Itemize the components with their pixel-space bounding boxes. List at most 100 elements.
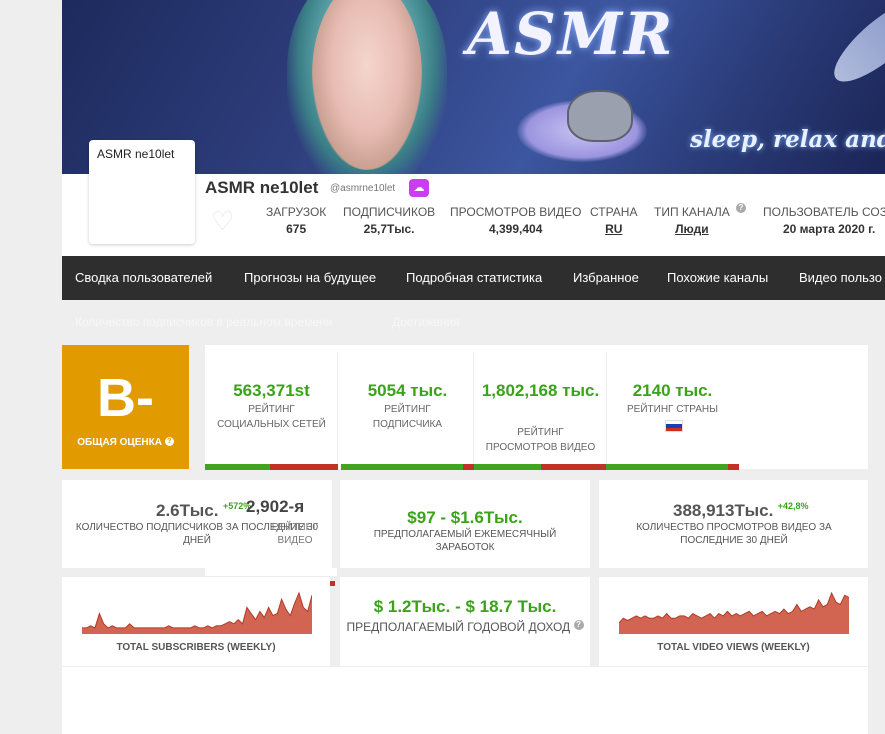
chart-series-line: [619, 591, 849, 624]
stat-value: 4,399,404: [489, 222, 543, 236]
rank-bar-fill: [474, 464, 541, 470]
views-weekly-chart-card: TOTAL VIDEO VIEWS (WEEKLY): [599, 577, 868, 666]
help-icon[interactable]: ?: [573, 620, 584, 630]
nav-detailed-stats[interactable]: Подробная статистика: [406, 270, 543, 285]
subs-weekly-chart-card: TOTAL SUBSCRIBERS (WEEKLY): [62, 577, 330, 666]
subnav-achievements[interactable]: Достижения: [392, 315, 460, 329]
yearly-earnings-label-row: ПРЕДПОЛАГАЕМЫЙ ГОДОВОЙ ДОХОД ?: [340, 620, 590, 634]
monthly-earnings-card: $97 - $1.6Тыс. ПРЕДПОЛАГАЕМЫЙ ЕЖЕМЕСЯЧНЫ…: [340, 480, 590, 568]
views-30-value: 388,913Тыс.: [673, 501, 774, 520]
nav-favorites[interactable]: Избранное: [573, 270, 639, 285]
stat-country: СТРАНА RU: [590, 205, 637, 236]
subs-30-card: 2.6Тыс. +572% КОЛИЧЕСТВО ПОДПИСЧИКОВ ЗА …: [62, 480, 332, 568]
stat-uploads: ЗАГРУЗОК 675: [266, 205, 326, 236]
banner-tagline-art: sleep, relax and t: [690, 126, 885, 153]
rank-bar: [474, 464, 607, 470]
yearly-earnings-value: $ 1.2Тыс. - $ 18.7 Тыс.: [373, 597, 557, 616]
rank-bar: [606, 464, 739, 470]
stat-label: ЗАГРУЗОК: [266, 205, 327, 219]
chart-area: [619, 593, 849, 634]
rank-country: 2140 тыс. РЕЙТИНГ СТРАНЫ: [606, 352, 739, 470]
chart-title: TOTAL VIDEO VIEWS (WEEKLY): [657, 642, 810, 653]
profile-bar: [62, 174, 885, 256]
stat-subscribers: ПОДПИСЧИКОВ 25,7Тыс.: [343, 205, 435, 236]
channel-banner: ASMR sleep, relax and t: [62, 0, 885, 174]
rank-social: 563,371st РЕЙТИНГ СОЦИАЛЬНЫХ СЕТЕЙ: [205, 352, 338, 470]
stat-label: ПОЛЬЗОВАТЕЛЬ СОЗД: [763, 205, 885, 219]
stat-channel-type: ТИП КАНАЛА Люди: [654, 205, 730, 236]
nav-user-videos[interactable]: Видео пользо: [799, 270, 882, 285]
cloud-upload-icon[interactable]: ☁: [409, 179, 429, 197]
main-nav: [62, 256, 885, 300]
rank-value: 563,371st: [233, 381, 310, 400]
heart-icon[interactable]: ♡: [211, 206, 235, 236]
subs-30-value-row: 2.6Тыс. +572%: [156, 501, 251, 521]
grade-label-row: ОБЩАЯ ОЦЕНКА ?: [62, 437, 189, 448]
grade-label: ОБЩАЯ ОЦЕНКА: [77, 437, 162, 448]
views-30-label: КОЛИЧЕСТВО ПРОСМОТРОВ ВИДЕО ЗА ПОСЛЕДНИЕ…: [636, 522, 832, 546]
monthly-earnings-value: $97 - $1.6Тыс.: [407, 508, 523, 527]
stat-label: ПОДПИСЧИКОВ: [343, 205, 436, 219]
avatar: ASMR ne10let: [89, 140, 195, 244]
help-icon[interactable]: ?: [736, 203, 746, 213]
subs-30-delta: +572%: [222, 501, 252, 511]
stat-value: 20 марта 2020 г.: [783, 222, 876, 236]
rank-video-views: 1,802,168 тыс. РЕЙТИНГ ПРОСМОТРОВ ВИДЕО: [474, 352, 607, 470]
subs-30-label: КОЛИЧЕСТВО ПОДПИСЧИКОВ ЗА ПОСЛЕДНИЕ 30 Д…: [75, 522, 319, 546]
video-rank-label: РЕЙТИНГ ВИДЕО: [271, 522, 319, 546]
banner-cat-art: [567, 90, 633, 142]
banner-feather-art: [823, 0, 885, 94]
grade-value: B-: [97, 368, 154, 428]
country-link[interactable]: RU: [605, 222, 623, 236]
video-rank-value: 2,902-я: [246, 497, 305, 516]
rank-bar-fill: [205, 464, 271, 470]
rank-bar: [341, 464, 474, 470]
banner-portrait: [312, 0, 422, 170]
yearly-earnings-card: $ 1.2Тыс. - $ 18.7 Тыс. ПРЕДПОЛАГАЕМЫЙ Г…: [340, 577, 590, 666]
content-area: [62, 667, 868, 734]
stat-created: ПОЛЬЗОВАТЕЛЬ СОЗД 20 марта 2020 г.: [763, 205, 885, 236]
rank-label: РЕЙТИНГ СТРАНЫ: [627, 404, 718, 415]
banner-title-art: ASMR: [467, 0, 675, 68]
views-weekly-chart: [619, 591, 849, 634]
stat-value: 675: [286, 222, 307, 236]
stat-value: 25,7Тыс.: [363, 222, 415, 236]
stat-video-views: ПРОСМОТРОВ ВИДЕО 4,399,404: [450, 205, 581, 236]
subnav-realtime-subs[interactable]: Количество подписчиков в реальном времен…: [75, 315, 333, 329]
subs-30-gap: [205, 568, 337, 576]
rank-value: 1,802,168 тыс.: [481, 381, 600, 400]
nav-similar-channels[interactable]: Похожие каналы: [667, 270, 769, 285]
channel-type-link[interactable]: Люди: [675, 222, 709, 236]
views-30-delta: +42,8%: [777, 501, 809, 511]
rank-label: РЕЙТИНГ ПОДПИСЧИКА: [372, 404, 443, 430]
nav-user-summary[interactable]: Сводка пользователей: [75, 270, 213, 285]
subs-30-value: 2.6Тыс.: [156, 501, 219, 520]
views-30-card: 388,913Тыс. +42,8% КОЛИЧЕСТВО ПРОСМОТРОВ…: [599, 480, 868, 568]
nav-future-projections[interactable]: Прогнозы на будущее: [244, 270, 377, 285]
rank-label: РЕЙТИНГ ПРОСМОТРОВ ВИДЕО: [485, 427, 596, 453]
rank-bar: [205, 464, 338, 470]
rank-value: 2140 тыс.: [632, 381, 713, 400]
rank-label: РЕЙТИНГ СОЦИАЛЬНЫХ СЕТЕЙ: [217, 404, 326, 430]
yearly-earnings-label: ПРЕДПОЛАГАЕМЫЙ ГОДОВОЙ ДОХОД: [346, 620, 571, 634]
monthly-earnings-label: ПРЕДПОЛАГАЕМЫЙ ЕЖЕМЕСЯЧНЫЙ ЗАРАБОТОК: [373, 529, 557, 553]
chart-series-line: [82, 591, 312, 629]
russia-flag-icon: [665, 420, 683, 432]
rank-subscriber: 5054 тыс. РЕЙТИНГ ПОДПИСЧИКА: [341, 352, 474, 470]
channel-handle: @asmrne10let: [330, 183, 396, 194]
avatar-alt-text: ASMR ne10let: [97, 147, 175, 161]
chart-area: [82, 593, 312, 634]
channel-name: ASMR ne10let: [205, 178, 319, 197]
rank-panel: [205, 345, 868, 469]
views-30-value-row: 388,913Тыс. +42,8%: [673, 501, 809, 521]
rank-bar-fill: [606, 464, 729, 470]
subs-weekly-chart: [82, 591, 312, 634]
stat-label: ПРОСМОТРОВ ВИДЕО: [450, 205, 582, 219]
overall-grade: B- ОБЩАЯ ОЦЕНКА ?: [62, 345, 189, 469]
chart-title: TOTAL SUBSCRIBERS (WEEKLY): [116, 642, 276, 653]
stat-label: СТРАНА: [590, 205, 638, 219]
stat-label: ТИП КАНАЛА: [654, 205, 730, 219]
rank-bar-fill: [341, 464, 464, 470]
rank-value: 5054 тыс.: [367, 381, 448, 400]
help-icon[interactable]: ?: [164, 437, 174, 446]
